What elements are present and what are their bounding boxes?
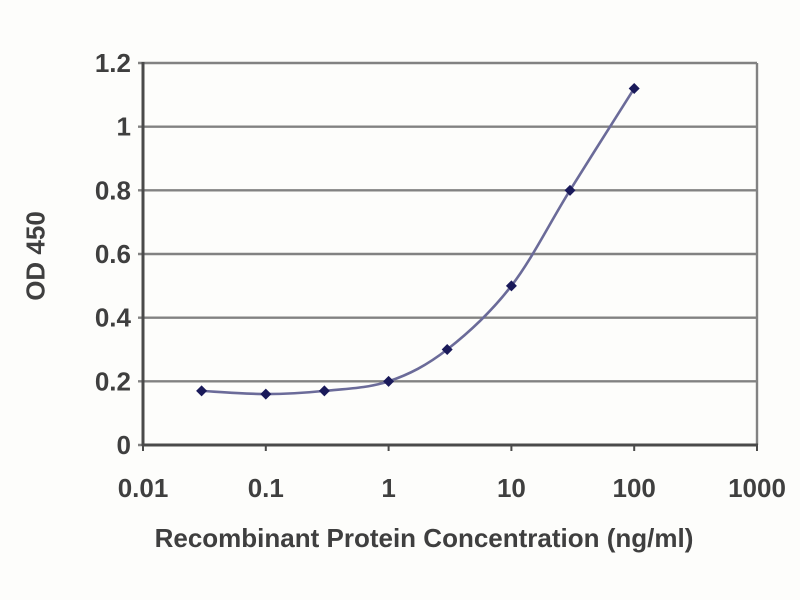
y-tick-label: 0	[117, 430, 131, 460]
y-tick-label: 1.2	[95, 48, 131, 78]
data-point-marker	[441, 344, 453, 355]
data-point-marker	[564, 184, 576, 196]
y-tick-label: 0.8	[95, 175, 131, 205]
y-tick-label: 0.4	[95, 303, 132, 333]
x-tick-label: 0.01	[118, 473, 169, 503]
x-tick-label: 0.1	[248, 473, 284, 503]
data-point-marker	[260, 388, 272, 400]
data-point-marker	[196, 385, 208, 397]
y-tick-label: 1	[117, 112, 131, 142]
x-tick-label: 1	[381, 473, 395, 503]
y-tick-label: 0.6	[95, 239, 131, 269]
series-line	[201, 87, 636, 396]
x-axis-title: Recombinant Protein Concentration (ng/ml…	[154, 523, 694, 553]
x-tick-label: 100	[613, 473, 656, 503]
data-point-marker	[383, 375, 395, 387]
x-tick-label: 10	[497, 473, 526, 503]
y-tick-label: 0.2	[95, 366, 131, 396]
y-axis-title: OD 450	[20, 211, 51, 301]
data-point-marker	[628, 82, 640, 94]
data-point-marker	[505, 280, 517, 292]
x-tick-label: 1000	[728, 473, 786, 503]
data-point-marker	[318, 385, 330, 397]
